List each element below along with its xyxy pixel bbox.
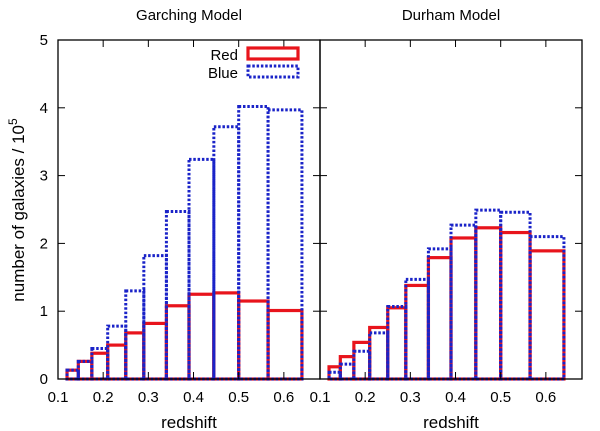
legend-swatch-blue xyxy=(246,64,300,79)
red-bar xyxy=(106,343,128,381)
red-bar xyxy=(90,351,110,381)
red-bar xyxy=(474,226,503,381)
panel-2: Durham Model 0.1 0.2 0.3 0.4 0.5 0.6 redshift xyxy=(310,7,583,431)
blue-bar xyxy=(404,277,430,381)
blue-bar xyxy=(106,324,128,381)
red-bar xyxy=(404,283,431,381)
x-tick-label: 0.4 xyxy=(445,389,466,406)
blue-bar xyxy=(499,210,532,381)
y-tick-label: 4 xyxy=(40,100,48,117)
red-bar xyxy=(266,308,304,381)
blue-bar xyxy=(368,331,390,381)
red-bar xyxy=(124,331,146,381)
x-axis-title: redshift xyxy=(161,413,217,431)
x-tick-label: 0.2 xyxy=(355,389,376,406)
x-axis-title: redshift xyxy=(423,413,479,431)
blue-bar xyxy=(338,362,356,381)
y-axis-title: number of galaxies / 105 xyxy=(6,118,28,302)
panel-title: Garching Model xyxy=(136,7,242,24)
x-tick-label: 0.5 xyxy=(228,389,249,406)
blue-bar xyxy=(237,104,270,381)
red-bar xyxy=(187,292,216,381)
red-bar xyxy=(76,359,94,381)
blue-bar xyxy=(187,157,216,381)
x-tick-label: 0.6 xyxy=(273,389,294,406)
blue-bar xyxy=(65,368,80,381)
red-bar xyxy=(212,291,241,381)
red-bar xyxy=(142,321,169,381)
blue-bar xyxy=(76,359,94,381)
legend-label-red: Red xyxy=(210,47,238,64)
red-bar xyxy=(386,306,408,381)
x-tick-label: 0.1 xyxy=(48,389,69,406)
blue-bar xyxy=(212,125,241,381)
y-tick-label: 5 xyxy=(40,32,48,49)
red-bar xyxy=(449,236,478,381)
blue-bar xyxy=(474,208,503,381)
red-bar xyxy=(426,256,453,381)
y-tick-label: 1 xyxy=(40,303,48,320)
blue-bar xyxy=(426,247,453,381)
red-bar xyxy=(338,355,356,381)
red-bar xyxy=(499,230,532,381)
red-bar xyxy=(237,299,270,381)
blue-bar xyxy=(386,304,408,381)
legend-label-blue: Blue xyxy=(208,65,238,82)
y-tick-label: 2 xyxy=(40,235,48,252)
blue-bar xyxy=(124,289,146,381)
red-bar xyxy=(528,249,566,381)
x-tick-label: 0.4 xyxy=(183,389,204,406)
x-tick-label: 0.2 xyxy=(93,389,114,406)
x-tick-label: 0.3 xyxy=(400,389,421,406)
x-tick-label: 0.3 xyxy=(138,389,159,406)
x-tick-label: 0.1 xyxy=(310,389,331,406)
legend-swatch-red xyxy=(246,46,300,61)
blue-bar xyxy=(164,210,191,381)
y-tick-label: 3 xyxy=(40,168,48,185)
blue-bar xyxy=(449,223,478,381)
panel-title: Durham Model xyxy=(402,7,500,24)
red-bar xyxy=(368,325,390,381)
blue-bar xyxy=(528,235,566,381)
blue-bar xyxy=(142,254,168,381)
panel-1: Garching Model 0 1 2 3 4 5 0.1 0.2 0.3 0.4 0.5 0.6 re… xyxy=(40,7,321,431)
blue-bar xyxy=(266,108,304,381)
x-tick-label: 0.6 xyxy=(535,389,556,406)
y-tick-label: 0 xyxy=(40,371,48,388)
panel-frame xyxy=(319,39,583,380)
red-bar xyxy=(352,340,372,381)
blue-bar xyxy=(352,349,372,381)
x-tick-label: 0.5 xyxy=(490,389,511,406)
red-bar xyxy=(164,304,191,381)
